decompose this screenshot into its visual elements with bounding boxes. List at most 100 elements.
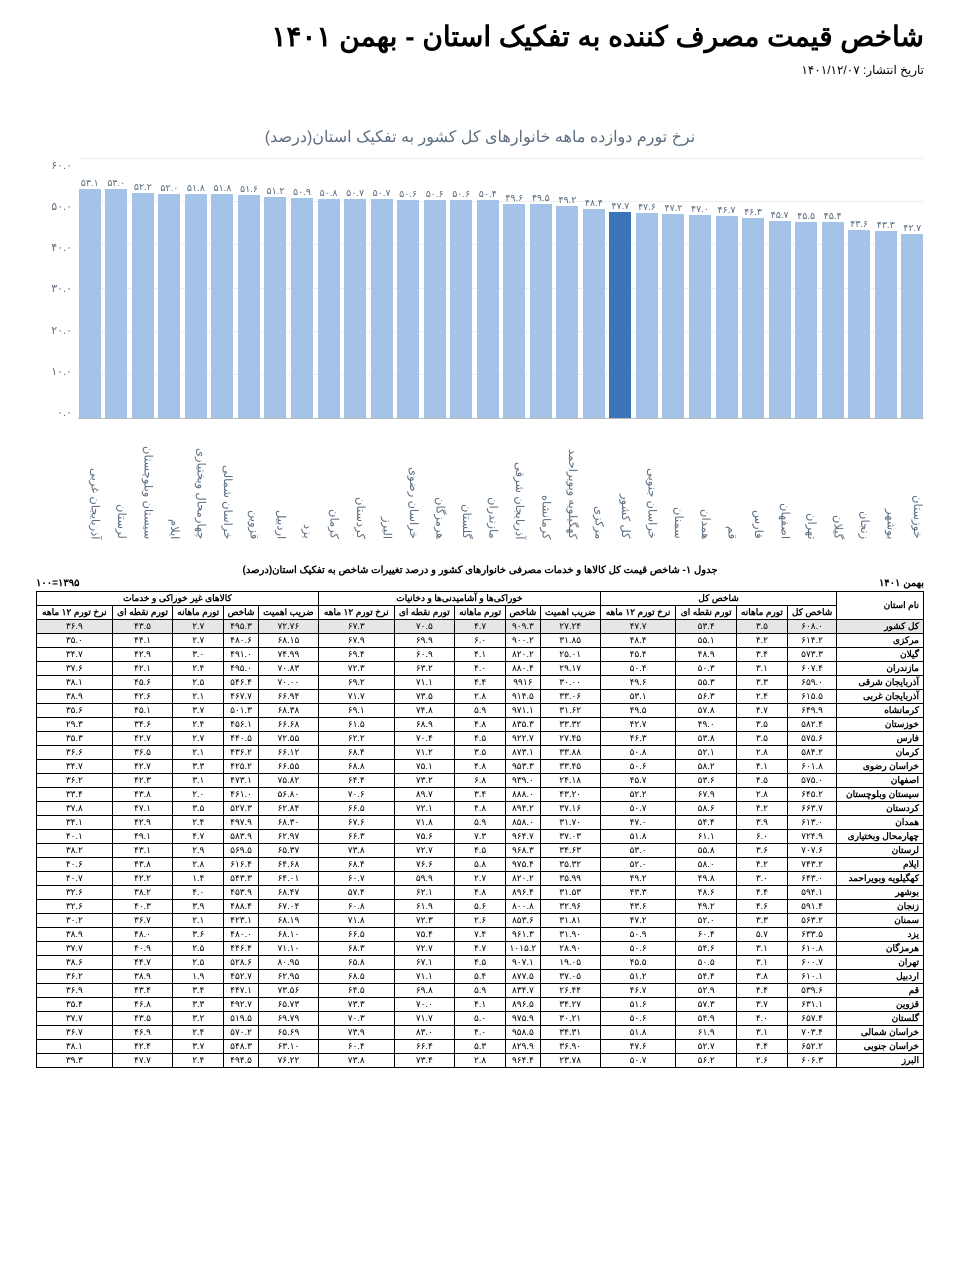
table-row: بوشهر۵۹۴.۱۴.۴۴۸.۶۴۳.۳۳۱.۵۳۸۹۶.۴۴.۸۶۲.۱۵۷… (37, 886, 924, 900)
table-cell: ۴۳.۴ (112, 984, 173, 998)
table-cell: ۵.۷ (736, 928, 787, 942)
table-cell: ۵۰.۶ (600, 1012, 676, 1026)
table-cell: ۶۹.۹ (394, 634, 455, 648)
bar-value-label: ۵۰.۷ (373, 188, 391, 199)
bar (318, 199, 340, 418)
table-cell: ۸۵۳.۶ (506, 914, 541, 928)
table-cell: ۹۶۴.۷ (506, 830, 541, 844)
table-cell: ۷۳.۲ (394, 774, 455, 788)
table-cell: ۹۷۵.۴ (506, 858, 541, 872)
x-label: البرز (370, 419, 394, 539)
province-name: سیستان وبلوچستان (837, 788, 924, 802)
table-cell: ۴۸.۹ (676, 648, 737, 662)
table-cell: ۷۲۴.۹ (787, 830, 836, 844)
table-row: زنجان۵۹۱.۴۴.۶۴۹.۲۴۳.۶۳۲.۹۶۸۰۰.۸۵.۶۶۱.۹۶۰… (37, 900, 924, 914)
table-cell: ۵۴.۶ (676, 942, 737, 956)
table-cell: ۲.۱ (173, 690, 224, 704)
province-name: البرز (837, 1054, 924, 1068)
table-cell: ۶۳۱.۱ (787, 998, 836, 1012)
table-cell: ۵۶.۳ (676, 690, 737, 704)
publish-date: تاریخ انتشار: ۱۴۰۱/۱۲/۰۷ (36, 63, 924, 77)
province-name: مرکزی (837, 634, 924, 648)
table-cell: ۲۳.۷۸ (540, 1054, 600, 1068)
table-cell: ۸۲۰.۲ (506, 872, 541, 886)
table-cell: ۷۴۳.۲ (787, 858, 836, 872)
table-cell: ۵۲۸.۶ (224, 956, 259, 970)
province-name: سمنان (837, 914, 924, 928)
table-cell: ۳۷.۱۶ (540, 802, 600, 816)
table-cell: ۶۱۰.۱ (787, 970, 836, 984)
table-cell: ۸۸۰.۴ (506, 662, 541, 676)
table-row: هرمزگان۶۱۰.۸۳.۱۵۴.۶۵۰.۶۲۸.۹۰۱۰۱۵.۲۴.۷۷۲.… (37, 942, 924, 956)
table-cell: ۳۷.۰۳ (540, 830, 600, 844)
table-cell: ۴.۴ (736, 886, 787, 900)
table-cell: ۸۹۶.۴ (506, 886, 541, 900)
bar-value-label: ۵۰.۷ (346, 188, 364, 199)
table-cell: ۳۸.۹ (112, 970, 173, 984)
table-cell: ۴.۸ (455, 802, 506, 816)
table-cell: ۸۷۷.۵ (506, 970, 541, 984)
table-cell: ۳۷.۷ (37, 942, 113, 956)
table-cell: ۶۳۳.۵ (787, 928, 836, 942)
table-row: ایلام۷۴۳.۲۴.۲۵۸.۰۵۲.۰۳۵.۳۲۹۷۵.۴۵.۸۷۶.۶۶۸… (37, 858, 924, 872)
table-cell: ۴.۵ (736, 774, 787, 788)
table-cell: ۶۵.۳۷ (258, 844, 318, 858)
table-cell: ۷۱.۷ (318, 690, 394, 704)
table-cell: ۳۴.۳۱ (540, 1026, 600, 1040)
table-cell: ۴.۷ (455, 942, 506, 956)
table-cell: ۳۵.۹۹ (540, 872, 600, 886)
table-cell: ۳۰.۲ (37, 914, 113, 928)
province-name: بوشهر (837, 886, 924, 900)
bar (716, 216, 738, 418)
table-cell: ۷۱.۷ (394, 1012, 455, 1026)
table-cell: ۳۷.۰۵ (540, 970, 600, 984)
table-cell: ۷۱.۸ (394, 816, 455, 830)
y-tick: ۰.۰ (36, 406, 72, 419)
table-cell: ۲۷.۴۵ (540, 732, 600, 746)
table-cell: ۴۷.۶ (600, 1040, 676, 1054)
bar-value-label: ۴۷.۲ (664, 203, 682, 214)
province-name: زنجان (837, 900, 924, 914)
table-cell: ۸۳.۰ (394, 1026, 455, 1040)
province-name: هرمزگان (837, 942, 924, 956)
table-cell: ۳.۵ (736, 718, 787, 732)
bar-value-label: ۴۶.۷ (718, 205, 736, 216)
table-cell: ۲.۵ (173, 676, 224, 690)
province-name: مازندران (837, 662, 924, 676)
table-cell: ۴۳.۱ (112, 844, 173, 858)
table-cell: ۸۳۴.۷ (506, 984, 541, 998)
table-cell: ۷۰.۸۳ (258, 662, 318, 676)
table-cell: ۵۸.۶ (676, 802, 737, 816)
table-cell: ۶۴.۵ (318, 984, 394, 998)
table-cell: ۵۵.۳ (676, 676, 737, 690)
bar-col: ۵۰.۷ (343, 159, 367, 418)
table-cell: ۶۷.۰۴ (258, 900, 318, 914)
bar (795, 222, 817, 418)
table-cell: ۱.۴ (173, 872, 224, 886)
table-cell: ۶۷.۱ (394, 956, 455, 970)
table-cell: ۵۲.۱ (676, 746, 737, 760)
table-cell: ۹۵۸.۵ (506, 1026, 541, 1040)
bar-value-label: ۵۲.۰ (160, 183, 178, 194)
x-label: قزوین (237, 419, 261, 539)
table-cell: ۳.۵ (736, 620, 787, 634)
table-cell: ۷۱.۱ (394, 970, 455, 984)
table-cell: ۳۲.۶ (37, 900, 113, 914)
table-cell: ۴۲.۷ (112, 760, 173, 774)
bar-col: ۴۵.۷ (768, 159, 792, 418)
province-name: آذربایجان غربی (837, 690, 924, 704)
bar-value-label: ۴۶.۳ (744, 207, 762, 218)
bar-value-label: ۵۳.۰ (107, 178, 125, 189)
table-cell: ۷۱.۱۰ (258, 942, 318, 956)
table-cell: ۶۴۹.۹ (787, 704, 836, 718)
table-cell: ۵۵.۱ (676, 634, 737, 648)
table-cell: ۶۰.۴ (676, 928, 737, 942)
table-cell: ۸۷۳.۱ (506, 746, 541, 760)
table-cell: ۴۹.۲ (676, 900, 737, 914)
table-cell: ۲.۴ (173, 662, 224, 676)
table-cell: ۶۰۶.۳ (787, 1054, 836, 1068)
table-cell: ۴۷۳.۱ (224, 774, 259, 788)
table-cell: ۳۶.۲ (37, 970, 113, 984)
table-cell: ۴۲.۳ (112, 774, 173, 788)
table-cell: ۴.۷ (736, 704, 787, 718)
